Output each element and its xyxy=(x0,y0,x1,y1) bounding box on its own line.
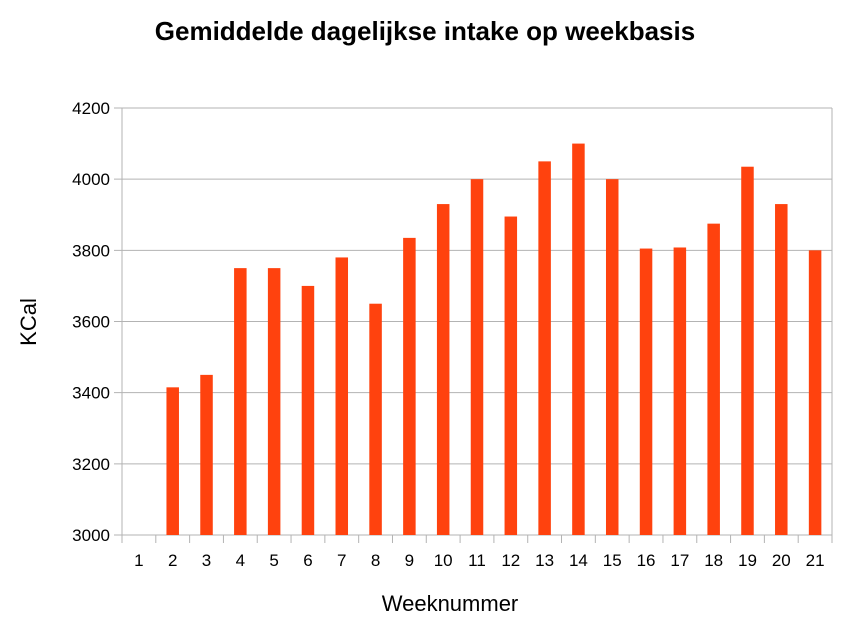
bar-week-3 xyxy=(200,374,213,535)
x-tick-label: 6 xyxy=(303,551,312,570)
bar-week-5 xyxy=(267,268,281,535)
x-tick-label: 9 xyxy=(405,551,414,570)
y-axis-label: KCal xyxy=(16,298,41,346)
bar-week-16 xyxy=(639,248,653,535)
x-tick-label: 17 xyxy=(670,551,689,570)
y-tick-label: 3600 xyxy=(72,313,110,332)
x-tick-label: 16 xyxy=(637,551,656,570)
bar-week-20 xyxy=(775,204,788,535)
x-axis-label: Weeknummer xyxy=(382,591,519,616)
bar-week-11 xyxy=(470,179,484,535)
x-tick-label: 12 xyxy=(501,551,520,570)
x-tick-label: 8 xyxy=(371,551,380,570)
bar-week-8 xyxy=(369,303,382,535)
bar-week-15 xyxy=(605,179,619,535)
bar-week-21 xyxy=(808,250,822,536)
y-tick-label: 3000 xyxy=(72,526,110,545)
bar-week-2 xyxy=(166,387,179,535)
x-tick-label: 11 xyxy=(468,551,486,570)
y-tick-label: 3200 xyxy=(72,455,110,474)
bar-week-10 xyxy=(436,204,450,535)
bar-week-17 xyxy=(673,247,687,535)
bar-week-19 xyxy=(741,166,754,535)
x-tick-label: 2 xyxy=(168,551,177,570)
x-tick-label: 7 xyxy=(337,551,346,570)
x-tick-label: 1 xyxy=(134,551,143,570)
x-tick-label: 18 xyxy=(704,551,723,570)
bar-week-12 xyxy=(504,216,518,535)
x-tick-label: 13 xyxy=(535,551,554,570)
x-tick-label: 20 xyxy=(772,551,791,570)
bars xyxy=(166,143,822,536)
x-tick-label: 19 xyxy=(738,551,757,570)
x-tick-label: 14 xyxy=(569,551,588,570)
x-tick-label: 10 xyxy=(434,551,453,570)
bar-week-6 xyxy=(301,285,315,535)
bar-week-7 xyxy=(335,257,349,535)
x-tick-label: 3 xyxy=(202,551,211,570)
bar-week-9 xyxy=(403,237,416,536)
y-tick-label: 4200 xyxy=(72,99,110,118)
chart-title: Gemiddelde dagelijkse intake op weekbasi… xyxy=(155,16,695,46)
axes xyxy=(121,108,833,543)
bar-week-18 xyxy=(707,223,720,536)
bar-week-4 xyxy=(234,268,247,535)
bar-week-14 xyxy=(572,143,585,536)
x-tick-label: 21 xyxy=(806,551,825,570)
bar-week-13 xyxy=(538,161,551,535)
y-tick-label: 3400 xyxy=(72,384,110,403)
y-tick-label: 4000 xyxy=(72,170,110,189)
x-tick-label: 5 xyxy=(269,551,278,570)
x-tick-label: 15 xyxy=(603,551,622,570)
y-tick-label: 3800 xyxy=(72,241,110,260)
x-tick-label: 4 xyxy=(236,551,245,570)
